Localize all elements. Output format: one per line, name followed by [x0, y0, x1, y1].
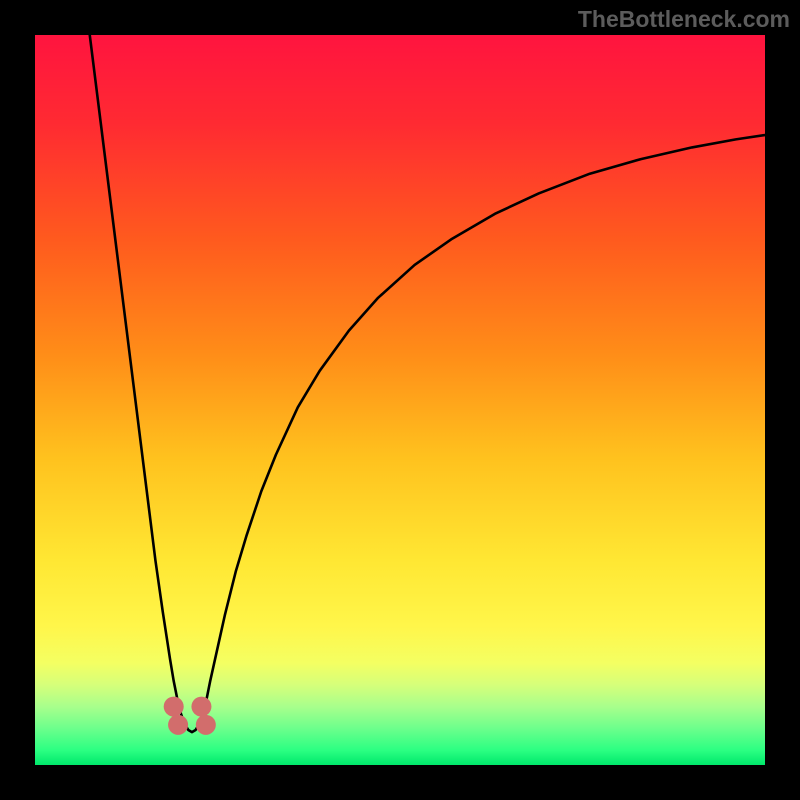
- plot-area: [35, 35, 765, 765]
- gradient-background: [35, 35, 765, 765]
- chart-container: TheBottleneck.com: [0, 0, 800, 800]
- watermark-text: TheBottleneck.com: [578, 6, 790, 33]
